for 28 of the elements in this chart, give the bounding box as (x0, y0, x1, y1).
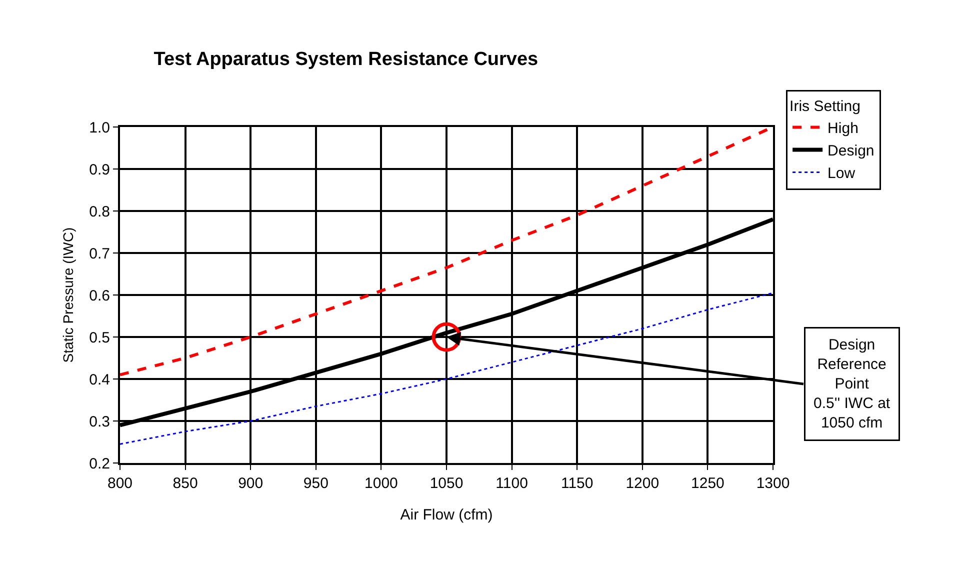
x-tick-label: 1000 (364, 475, 398, 492)
y-tick-label: 0.5 (89, 329, 110, 346)
x-tick-label: 850 (172, 475, 198, 492)
x-tick-label: 1100 (496, 475, 528, 492)
y-tick-label: 1.0 (89, 119, 110, 136)
y-tick-label: 0.6 (89, 287, 110, 304)
y-tick-label: 0.4 (89, 371, 110, 388)
chart-title: Test Apparatus System Resistance Curves (154, 48, 538, 70)
legend-label: High (828, 120, 858, 138)
x-tick-label: 1200 (626, 475, 660, 492)
x-tick-label: 1150 (560, 475, 594, 492)
x-tick-label: 1250 (691, 475, 724, 492)
x-tick-label: 950 (303, 475, 328, 492)
legend-label: Low (828, 165, 856, 182)
y-tick-label: 0.7 (89, 245, 110, 262)
x-tick-label: 800 (107, 475, 133, 492)
y-tick-label: 0.3 (89, 413, 110, 430)
legend-title: Iris Setting (790, 98, 860, 116)
y-tick-label: 0.9 (89, 161, 110, 178)
x-tick-label: 900 (238, 475, 264, 492)
y-axis-title: Static Pressure (IWC) (60, 227, 76, 363)
x-tick-label: 1300 (756, 475, 790, 492)
x-tick-label: 1050 (430, 475, 464, 492)
y-tick-label: 0.2 (89, 455, 110, 472)
x-axis-title: Air Flow (cfm) (400, 506, 493, 524)
annotation: Design Reference Point 0.5'' IWC at 1050 cfm (814, 336, 891, 432)
y-tick-label: 0.8 (89, 203, 110, 220)
legend-label: Design (828, 142, 874, 160)
